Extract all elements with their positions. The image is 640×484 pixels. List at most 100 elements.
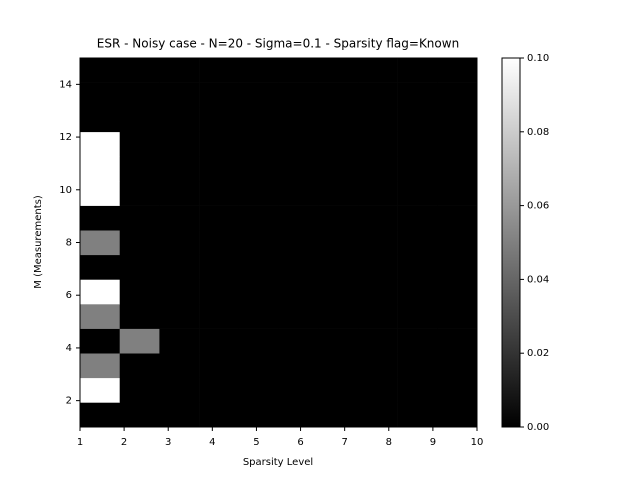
heatmap-cell	[80, 131, 120, 157]
heatmap-cell	[80, 328, 120, 354]
heatmap-cell	[318, 353, 359, 379]
heatmap-cell	[238, 156, 279, 182]
colorbar-tick-label: 0.06	[527, 201, 549, 212]
heatmap-cell	[119, 205, 160, 231]
heatmap-cell	[199, 279, 240, 305]
x-tick-label: 5	[253, 437, 259, 448]
heatmap-cell	[119, 156, 160, 182]
heatmap-cell	[159, 131, 200, 157]
heatmap-cell	[119, 107, 160, 133]
heatmap-cell	[199, 402, 240, 428]
heatmap-cell	[357, 328, 398, 354]
heatmap-cell	[437, 353, 478, 379]
heatmap-cell	[357, 156, 398, 182]
heatmap-cell	[357, 353, 398, 379]
heatmap-cell	[357, 402, 398, 428]
heatmap-cell	[437, 254, 478, 280]
y-tick-label: 12	[59, 132, 72, 143]
heatmap-cell	[238, 58, 279, 83]
heatmap-cell	[397, 353, 438, 379]
y-tick-label: 6	[66, 290, 72, 301]
heatmap-cell	[80, 107, 120, 133]
heatmap-cell	[199, 131, 240, 157]
heatmap-cell	[159, 156, 200, 182]
heatmap-cell	[437, 58, 478, 83]
heatmap-cell	[357, 107, 398, 133]
y-tick-label: 14	[59, 79, 72, 90]
heatmap-cell	[159, 353, 200, 379]
heatmap-cell	[357, 230, 398, 256]
heatmap-cell	[159, 58, 200, 83]
heatmap-cell	[119, 279, 160, 305]
heatmap-cell	[119, 377, 160, 403]
heatmap-cell	[199, 156, 240, 182]
heatmap-cell	[199, 230, 240, 256]
colorbar-tick-label: 0.10	[527, 53, 549, 64]
heatmap-cell	[80, 181, 120, 206]
heatmap-cell	[397, 402, 438, 428]
y-tick-label: 8	[66, 238, 72, 249]
y-tick-label: 10	[59, 185, 72, 196]
heatmap-cell	[278, 353, 319, 379]
heatmap-cell	[318, 181, 359, 206]
heatmap-cell	[357, 279, 398, 305]
colorbar-tick-label: 0.00	[527, 422, 549, 433]
heatmap-cell	[278, 254, 319, 280]
heatmap-cell	[318, 107, 359, 133]
heatmap-cell	[199, 107, 240, 133]
heatmap-cell	[278, 304, 319, 329]
heatmap-cell	[119, 304, 160, 329]
heatmap-cell	[159, 107, 200, 133]
heatmap-cell	[397, 205, 438, 231]
colorbar-tick-label: 0.08	[527, 127, 549, 138]
heatmap-cell	[397, 82, 438, 108]
heatmap-cell	[199, 377, 240, 403]
heatmap-cell	[357, 254, 398, 280]
heatmap-cell	[80, 156, 120, 182]
heatmap-cell	[238, 353, 279, 379]
heatmap-cell	[159, 304, 200, 329]
colorbar	[501, 57, 521, 428]
heatmap-cell	[397, 254, 438, 280]
heatmap-cell	[437, 402, 478, 428]
heatmap-cell	[80, 377, 120, 403]
heatmap-cell	[437, 107, 478, 133]
heatmap-cell	[357, 377, 398, 403]
x-tick-label: 6	[297, 437, 303, 448]
x-tick-label: 9	[430, 437, 436, 448]
heatmap-cell	[119, 230, 160, 256]
heatmap-cell	[238, 107, 279, 133]
heatmap-cell	[80, 304, 120, 329]
y-tick-label: 2	[66, 396, 72, 407]
colorbar-tick-label: 0.02	[527, 348, 549, 359]
heatmap-cell	[278, 107, 319, 133]
heatmap-cell	[318, 279, 359, 305]
heatmap-cell	[357, 205, 398, 231]
heatmap-cell	[238, 377, 279, 403]
x-tick-label: 4	[209, 437, 215, 448]
heatmap-cell	[397, 230, 438, 256]
heatmap-cell	[238, 131, 279, 157]
heatmap-cell	[159, 254, 200, 280]
heatmap-cell	[159, 328, 200, 354]
heatmap-cell	[437, 82, 478, 108]
heatmap-cell	[238, 328, 279, 354]
heatmap-cell	[199, 254, 240, 280]
heatmap-cell	[437, 205, 478, 231]
heatmap-cell	[238, 205, 279, 231]
heatmap-cell	[159, 402, 200, 428]
heatmap-cell	[278, 156, 319, 182]
heatmap-cell	[397, 181, 438, 206]
heatmap-cell	[318, 230, 359, 256]
heatmap-cell	[199, 58, 240, 83]
y-tick-label: 4	[66, 343, 72, 354]
heatmap-cell	[278, 131, 319, 157]
x-tick-label: 10	[471, 437, 484, 448]
colorbar-tick-label: 0.04	[527, 274, 549, 285]
heatmap-cell	[397, 377, 438, 403]
x-tick-label: 7	[341, 437, 347, 448]
heatmap-cell	[278, 279, 319, 305]
heatmap-cell	[437, 230, 478, 256]
heatmap-cell	[278, 82, 319, 108]
